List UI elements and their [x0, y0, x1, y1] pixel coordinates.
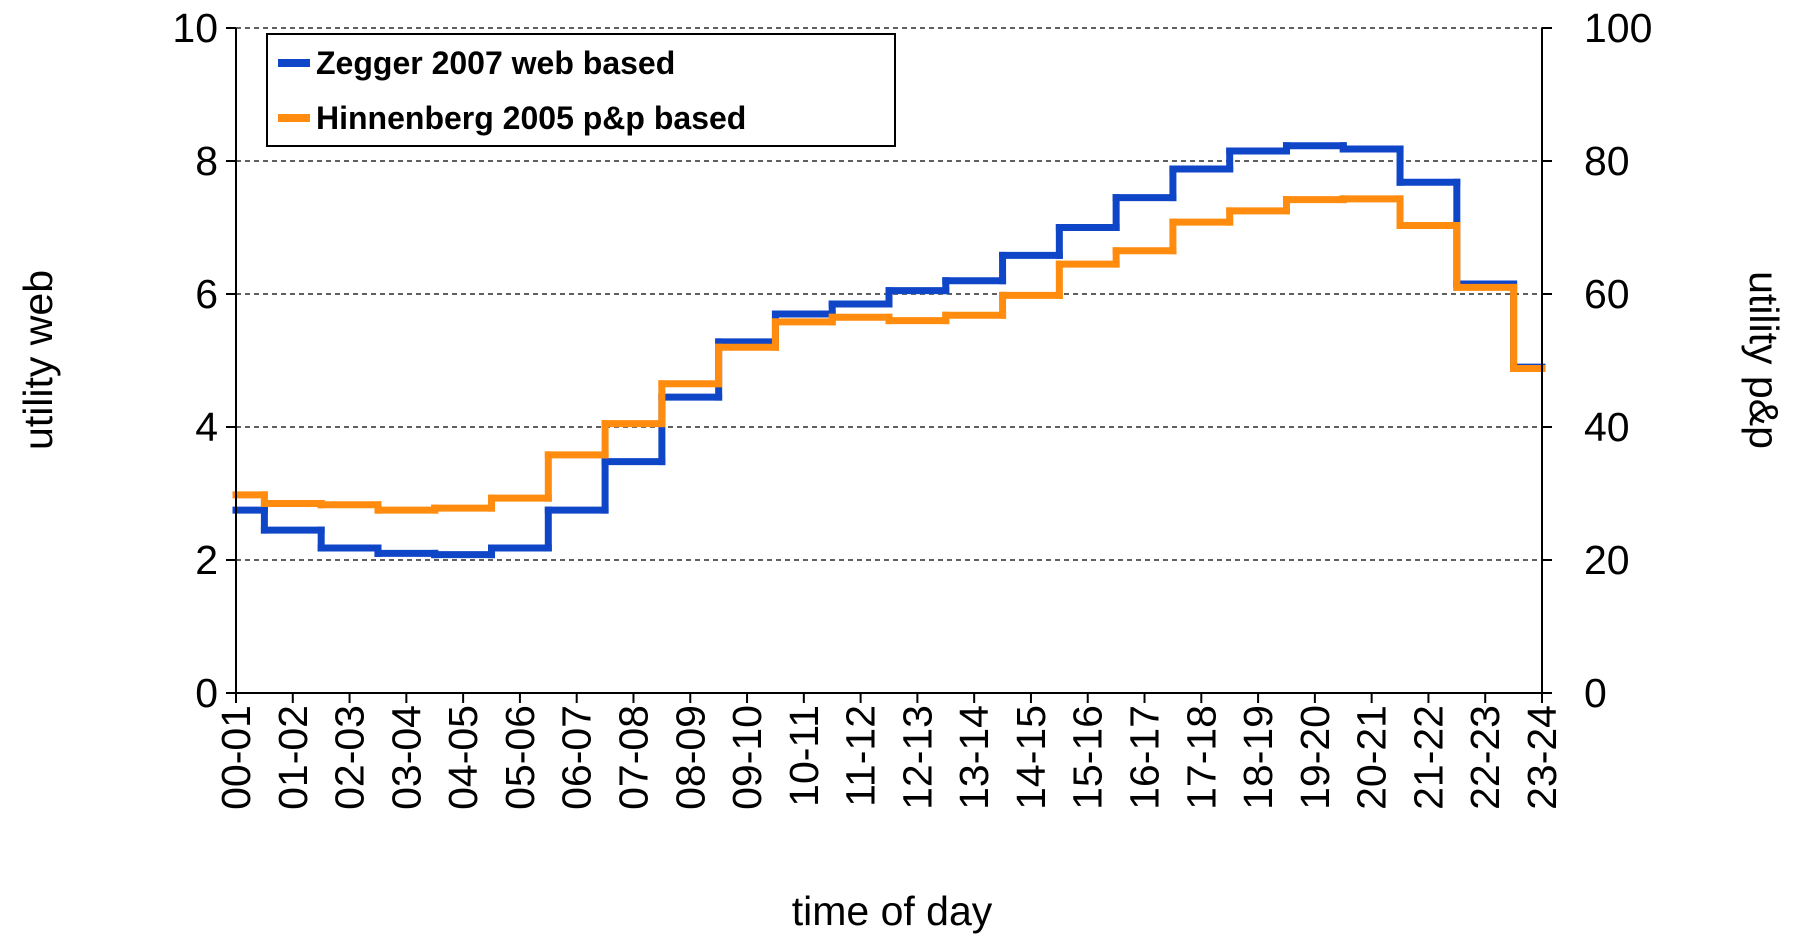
x-tick-label: 08-09	[667, 705, 713, 810]
x-tick-label: 03-04	[383, 705, 429, 810]
x-tick-label: 23-24	[1519, 705, 1565, 810]
x-tick-label: 06-07	[554, 705, 600, 810]
legend-label: Zegger 2007 web based	[316, 45, 675, 81]
y-axis-title: utility web	[15, 270, 61, 450]
x-tick-label: 00-01	[213, 705, 259, 810]
x-tick-label: 16-17	[1122, 705, 1168, 810]
y2-tick-label: 80	[1584, 138, 1630, 184]
x-tick-label: 22-23	[1462, 705, 1508, 810]
y2-axis-title: utility p&p	[1741, 271, 1787, 449]
x-tick-label: 05-06	[497, 705, 543, 810]
x-tick-label: 10-11	[781, 705, 827, 807]
legend-box	[266, 33, 896, 147]
y2-tick-label: 60	[1584, 271, 1630, 317]
x-tick-label: 17-18	[1178, 705, 1224, 810]
x-tick-label: 21-22	[1405, 705, 1451, 810]
y-tick-label: 4	[195, 404, 218, 450]
x-tick-label: 01-02	[270, 705, 316, 810]
y-tick-label: 10	[172, 5, 218, 51]
x-tick-label: 11-12	[838, 705, 884, 807]
y2-tick-label: 0	[1584, 670, 1607, 716]
legend-label: Hinnenberg 2005 p&p based	[316, 100, 746, 136]
y-tick-label: 2	[195, 537, 218, 583]
y-tick-label: 8	[195, 138, 218, 184]
x-tick-label: 04-05	[440, 705, 486, 810]
x-tick-label: 12-13	[894, 705, 940, 810]
y2-tick-label: 40	[1584, 404, 1630, 450]
x-tick-label: 07-08	[610, 705, 656, 810]
y-tick-label: 0	[195, 670, 218, 716]
x-axis-title: time of day	[792, 888, 993, 934]
x-tick-label: 13-14	[951, 705, 997, 810]
x-tick-label: 20-21	[1349, 705, 1395, 810]
x-tick-label: 18-19	[1235, 705, 1281, 810]
x-tick-label: 15-16	[1065, 705, 1111, 810]
y2-tick-label: 20	[1584, 537, 1630, 583]
x-tick-label: 14-15	[1008, 705, 1054, 810]
x-tick-label: 09-10	[724, 705, 770, 810]
y2-tick-label: 100	[1584, 5, 1652, 51]
y-tick-label: 6	[195, 271, 218, 317]
x-tick-label: 19-20	[1292, 705, 1338, 810]
x-tick-label: 02-03	[327, 705, 373, 810]
